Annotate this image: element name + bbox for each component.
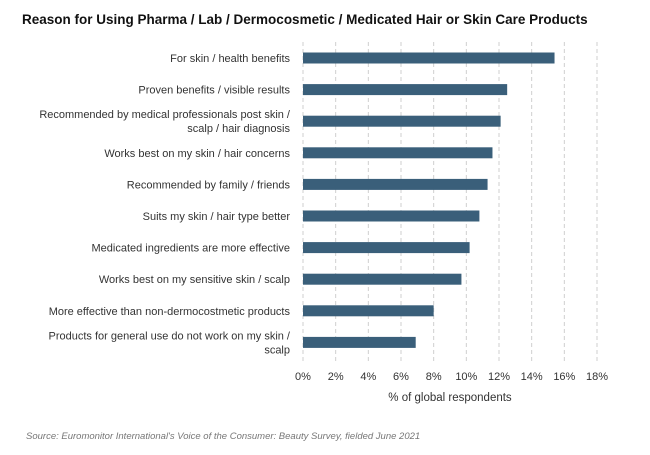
bar <box>303 305 434 317</box>
category-label: Suits my skin / hair type better <box>143 211 291 223</box>
x-tick-label: 18% <box>586 371 608 383</box>
category-labels: For skin / health benefits Proven benefit… <box>39 53 291 356</box>
bars <box>303 52 555 348</box>
x-tick-label: 12% <box>488 371 510 383</box>
x-tick-label: 0% <box>295 371 311 383</box>
bar <box>303 178 488 190</box>
x-tick-label: 16% <box>553 371 575 383</box>
x-tick-label: 14% <box>521 371 543 383</box>
category-label: More effective than non-dermocostmetic p… <box>49 306 291 318</box>
bar <box>303 52 555 64</box>
bar <box>303 84 508 96</box>
bar <box>303 210 480 222</box>
x-axis-label: % of global respondents <box>388 392 512 404</box>
x-tick-label: 10% <box>455 371 477 383</box>
category-label: Works best on my skin / hair concerns <box>104 148 290 160</box>
source-note: Source: Euromonitor International's Voic… <box>26 431 421 442</box>
category-label: Works best on my sensitive skin / scalp <box>99 274 290 286</box>
x-tick-label: 4% <box>360 371 376 383</box>
x-tick-label: 2% <box>328 371 344 383</box>
category-label: Products for general use do not work on … <box>48 330 290 356</box>
category-label: Recommended by family / friends <box>127 179 291 191</box>
bar <box>303 273 462 285</box>
x-axis-ticks: 0% 2% 4% 6% 8% 10% 12% 14% 16% 18% <box>295 371 608 383</box>
category-label: Recommended by medical professionals pos… <box>39 109 291 135</box>
x-tick-label: 6% <box>393 371 409 383</box>
bar <box>303 115 501 127</box>
bar <box>303 242 470 254</box>
bar <box>303 147 493 159</box>
category-label: Medicated ingredients are more effective <box>91 243 290 255</box>
bar <box>303 336 416 348</box>
chart-title: Reason for Using Pharma / Lab / Dermocos… <box>22 12 588 27</box>
category-label: For skin / health benefits <box>170 53 290 65</box>
category-label: Proven benefits / visible results <box>138 85 290 97</box>
x-tick-label: 8% <box>426 371 442 383</box>
